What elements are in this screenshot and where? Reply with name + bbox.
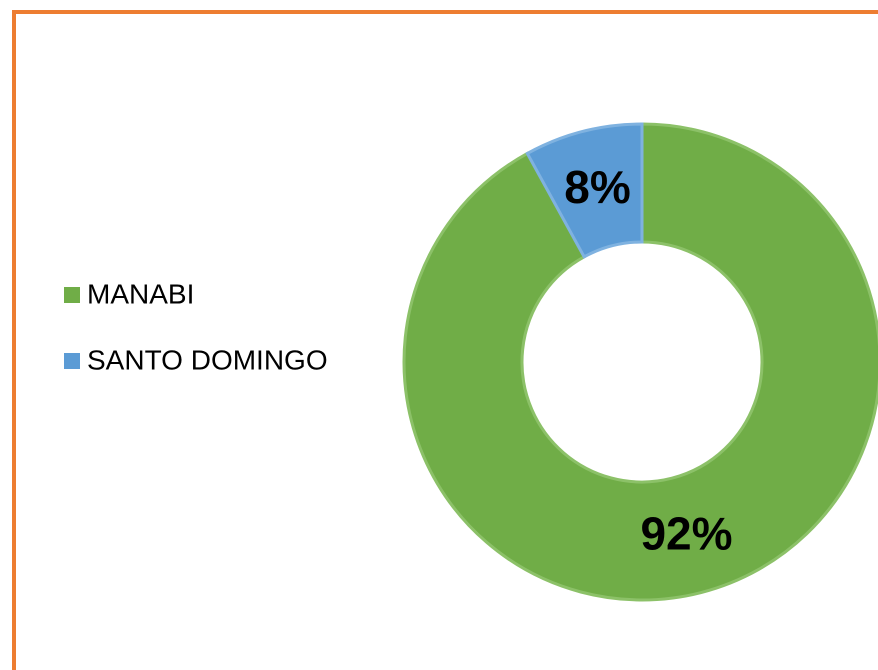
data-label: 8%	[564, 161, 630, 213]
donut-slice	[525, 122, 644, 259]
donut-slice	[402, 122, 878, 602]
legend-swatch	[64, 287, 80, 303]
legend-label: SANTO DOMINGO	[87, 344, 328, 375]
legend-swatch	[64, 353, 80, 369]
legend-label: MANABI	[87, 278, 194, 309]
data-label: 92%	[640, 508, 732, 560]
